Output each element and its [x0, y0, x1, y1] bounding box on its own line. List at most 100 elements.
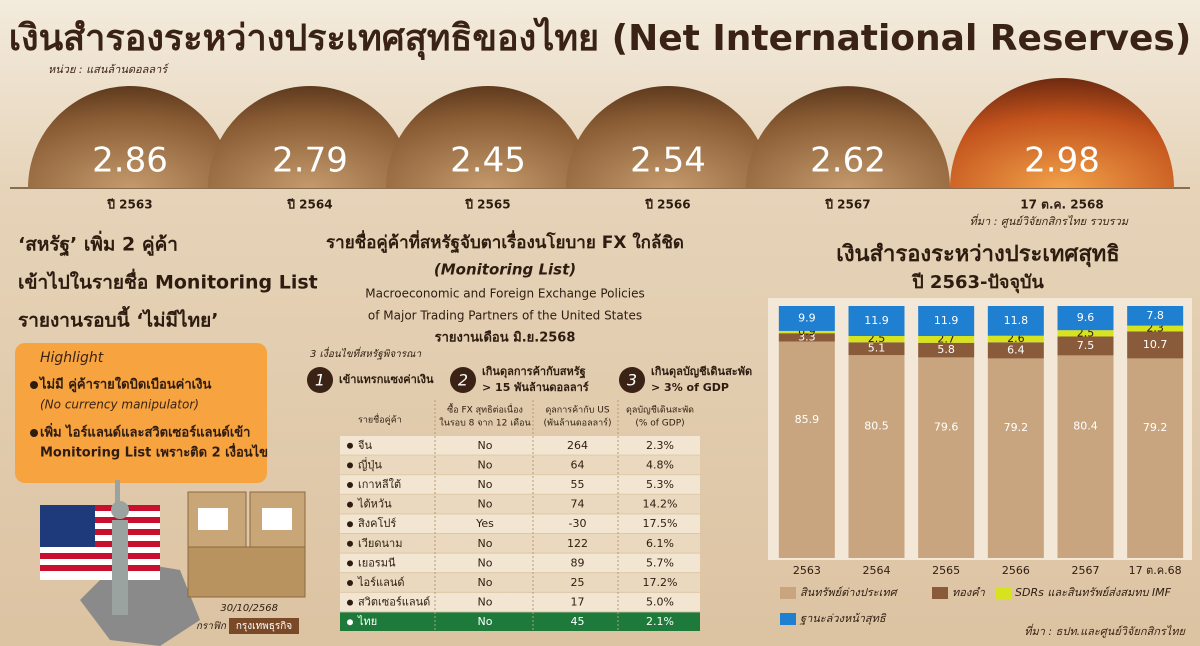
table-description: of Major Trading Partners of the United … — [368, 309, 642, 323]
chart-panel — [768, 298, 1192, 560]
bar-value-label: 11.8 — [1004, 314, 1029, 327]
table-cell: สิงคโปร์ — [358, 516, 397, 530]
row-bullet — [347, 560, 353, 567]
table-row — [340, 534, 700, 553]
criteria-title: 3 เงื่อนไขที่สหรัฐพิจารณา — [310, 346, 421, 360]
table-cell: สวิตเซอร์แลนด์ — [358, 596, 430, 609]
table-cell: No — [478, 439, 493, 452]
bar-segment — [987, 342, 1044, 359]
reserve-value: 2.54 — [630, 141, 706, 181]
criteria-text: เกินดุลบัญชีเดินสะพัด — [651, 365, 752, 379]
table-row — [340, 514, 700, 533]
bullet — [30, 429, 38, 437]
reserve-year: ปี 2565 — [465, 198, 511, 212]
dome — [386, 86, 590, 188]
dome — [28, 86, 232, 188]
table-cell: เวียดนาม — [358, 537, 402, 550]
bar-segment — [1057, 330, 1114, 337]
table-cell: No — [478, 596, 493, 609]
bar-segment — [918, 306, 975, 336]
bar-value-label: 6.4 — [1007, 343, 1025, 356]
legend-swatch — [780, 613, 796, 625]
bar-value-label: 9.6 — [1077, 311, 1095, 324]
dome — [208, 86, 412, 188]
row-bullet — [347, 482, 353, 488]
criteria-text: > 15 พันล้านดอลลาร์ — [482, 381, 589, 394]
flag — [40, 505, 160, 580]
table-description: Macroeconomic and Foreign Exchange Polic… — [365, 287, 645, 301]
table-cell: 64 — [571, 458, 585, 471]
legend-swatch — [995, 587, 1011, 599]
reserve-year: ปี 2566 — [645, 198, 691, 212]
table-row — [340, 573, 700, 592]
table-cell: No — [478, 537, 493, 550]
row-bullet — [347, 540, 353, 547]
highlight-item: ไม่มี คู่ค้ารายใดบิดเบือนค่าเงิน — [38, 376, 211, 393]
column-header: ซื้อ FX สุทธิต่อเนื่อง — [447, 403, 523, 416]
x-tick-label: 2565 — [932, 564, 960, 577]
headline: ‘สหรัฐ’ เพิ่ม 2 คู่ค้า — [18, 231, 178, 258]
row-bullet — [347, 521, 353, 528]
illustration — [40, 480, 306, 646]
table-cell: No — [478, 556, 493, 569]
criteria-text: เข้าแทรกแซงค่าเงิน — [339, 373, 434, 386]
bar-segment — [918, 335, 975, 343]
reserve-value: 2.45 — [450, 141, 526, 181]
column-header: ดุลบัญชีเดินสะพัด — [626, 405, 694, 416]
legend-swatch — [932, 587, 948, 599]
chart-source: ที่มา : ธปท.และศูนย์วิจัยกสิกรไทย — [1024, 623, 1186, 638]
criteria-number: 2 — [458, 371, 468, 390]
bar-segment — [848, 306, 905, 336]
column-header: ในรอบ 8 จาก 12 เดือน — [439, 418, 530, 429]
highlight-title: Highlight — [40, 350, 104, 366]
legend-label: ฐานะล่วงหน้าสุทธิ — [799, 612, 887, 625]
reserve-value: 2.86 — [92, 141, 168, 181]
column-header: (พันล้านดอลลาร์) — [544, 417, 612, 429]
table-cell: 2.3% — [646, 439, 674, 452]
reserve-year: ปี 2567 — [825, 198, 871, 212]
bar-value-label: 7.8 — [1146, 309, 1164, 322]
bar-segment — [778, 341, 835, 558]
bar-value-label: 5.1 — [868, 342, 886, 355]
table-cell: 17.5% — [643, 517, 678, 530]
table-cell: ไทย — [357, 615, 377, 628]
bar-value-label: 11.9 — [864, 314, 889, 327]
bar-segment — [848, 355, 905, 558]
table-cell: No — [478, 498, 493, 511]
table-row — [340, 455, 700, 475]
bar-value-label: 11.9 — [934, 314, 959, 327]
criteria-number: 1 — [315, 371, 325, 390]
highlight-note: (No currency manipulator) — [40, 398, 199, 412]
chart-subtitle: ปี 2563-ปัจจุบัน — [911, 272, 1045, 294]
bar-segment — [778, 330, 835, 334]
bar-value-label: 79.6 — [934, 421, 959, 434]
legend-swatch — [780, 587, 796, 599]
table-cell: 25 — [571, 576, 585, 589]
table-cell: 89 — [571, 556, 585, 569]
dome — [950, 78, 1174, 188]
bar-value-label: 80.4 — [1073, 420, 1098, 433]
table-cell: No — [478, 615, 493, 628]
table-cell: 5.7% — [646, 556, 674, 569]
bar-value-label: 7.5 — [1077, 339, 1095, 352]
bar-segment — [778, 306, 835, 331]
bar-segment — [987, 306, 1044, 336]
bar-value-label: 80.5 — [864, 420, 889, 433]
table-cell: ญี่ปุ่น — [358, 456, 382, 471]
table-cell: Yes — [475, 517, 494, 530]
legend-label: ทองคำ — [952, 586, 986, 599]
dome — [566, 86, 770, 188]
table-cell: 2.1% — [646, 615, 674, 628]
dome — [746, 86, 950, 188]
criteria-number: 3 — [627, 371, 637, 390]
highlight-box — [15, 343, 267, 483]
credit-box — [229, 618, 299, 634]
reserve-value: 2.62 — [810, 141, 886, 181]
table-row — [340, 612, 700, 631]
row-bullet — [347, 580, 353, 586]
table-cell: 45 — [571, 615, 585, 628]
table-title: รายชื่อคู่ค้าที่สหรัฐจับตาเรื่องนโยบาย F… — [326, 230, 684, 254]
highlight-item: เพิ่ม ไอร์แลนด์และสวิตเซอร์แลนด์เข้า — [40, 423, 250, 441]
